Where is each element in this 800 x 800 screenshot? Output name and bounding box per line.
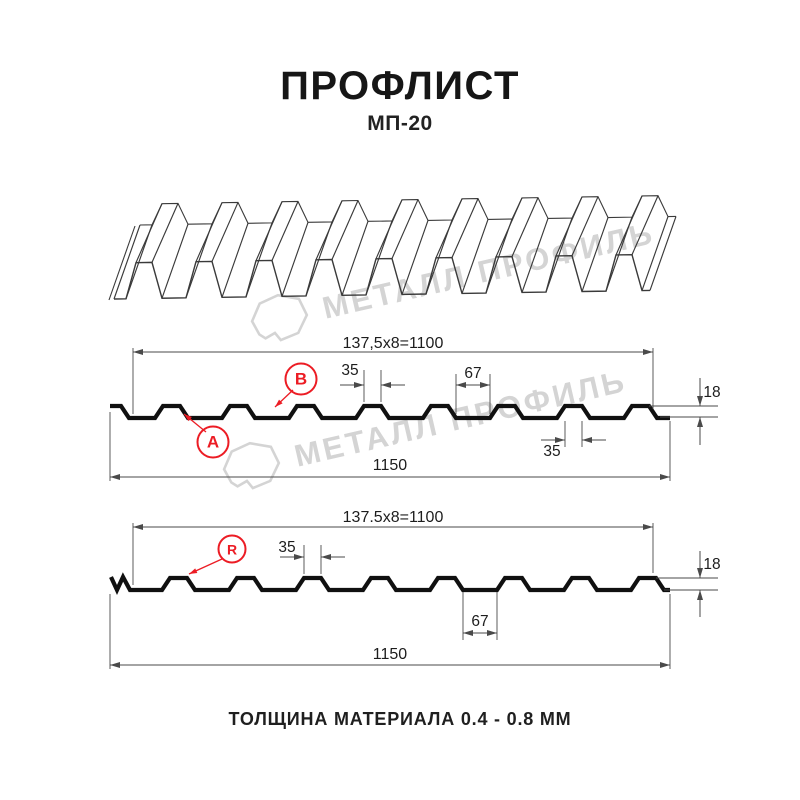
section-r-dimensions xyxy=(109,523,718,669)
dim-label-height-r: 18 xyxy=(703,556,721,573)
callout-r: R xyxy=(217,534,247,564)
dim-label-rib-top-width-r: 35 xyxy=(278,539,296,556)
callout-leader-arrows xyxy=(183,389,294,575)
sheet-3d-wireframe xyxy=(108,195,677,301)
page-title: ПРОФЛИСТ xyxy=(280,64,520,108)
dim-label-groove-width-r: 67 xyxy=(471,613,489,630)
material-thickness-note: ТОЛЩИНА МАТЕРИАЛА 0.4 - 0.8 ММ xyxy=(228,709,572,729)
dim-label-rib-top-width-a: 35 xyxy=(341,362,359,379)
dim-label-height-a: 18 xyxy=(703,384,721,401)
dim-label-pitch-bottom: 137.5x8=1100 xyxy=(342,509,444,526)
dim-label-valley-width-a: 35 xyxy=(543,443,561,460)
dim-label-pitch-top: 137,5x8=1100 xyxy=(342,335,444,352)
section-r-drawing xyxy=(109,572,670,596)
callout-b: B xyxy=(284,362,318,396)
dim-label-total-width-r: 1150 xyxy=(372,646,408,663)
product-model: МП-20 xyxy=(367,112,433,135)
callout-a: A xyxy=(196,425,230,459)
dim-label-groove-width-a: 67 xyxy=(464,365,482,382)
section-a-dimensions xyxy=(109,348,718,481)
dim-label-total-width-a: 1150 xyxy=(372,457,408,474)
section-a-drawing xyxy=(110,403,670,421)
